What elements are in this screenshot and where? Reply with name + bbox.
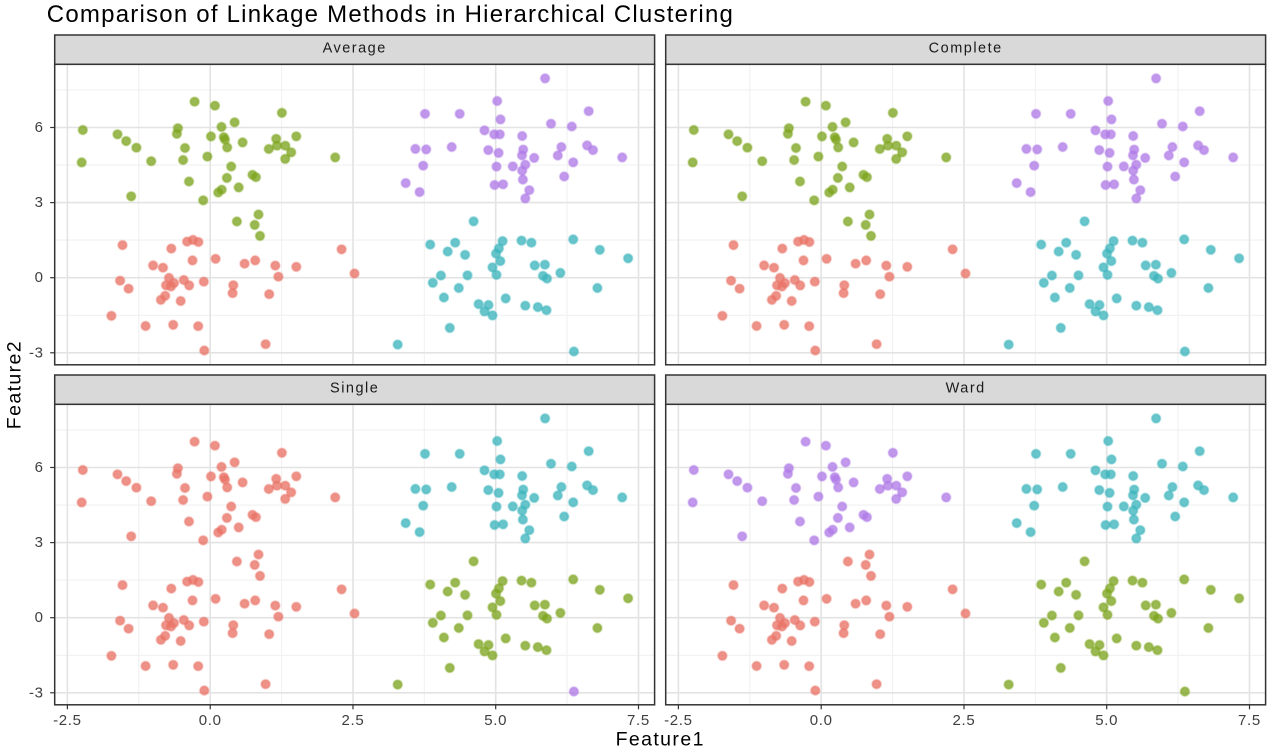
svg-text:0: 0 (35, 269, 44, 286)
svg-text:5.0: 5.0 (484, 712, 507, 729)
svg-text:7.5: 7.5 (1238, 712, 1261, 729)
svg-text:3: 3 (35, 534, 44, 551)
svg-text:-2.5: -2.5 (53, 712, 82, 729)
svg-text:7.5: 7.5 (627, 712, 650, 729)
svg-text:3: 3 (35, 194, 44, 211)
svg-text:6: 6 (35, 119, 44, 136)
svg-text:Complete: Complete (929, 40, 1003, 56)
svg-text:6: 6 (35, 459, 44, 476)
svg-text:-3: -3 (29, 684, 44, 701)
svg-text:2.5: 2.5 (953, 712, 976, 729)
svg-text:-2.5: -2.5 (664, 712, 693, 729)
svg-text:Feature1: Feature1 (616, 729, 705, 751)
svg-text:0: 0 (35, 609, 44, 626)
svg-text:Single: Single (330, 380, 379, 396)
svg-text:Average: Average (323, 40, 387, 56)
svg-text:Feature2: Feature2 (4, 340, 26, 429)
svg-text:0.0: 0.0 (199, 712, 222, 729)
svg-text:Comparison of Linkage Methods: Comparison of Linkage Methods in Hierarc… (47, 1, 734, 28)
svg-text:5.0: 5.0 (1095, 712, 1118, 729)
svg-text:2.5: 2.5 (342, 712, 365, 729)
svg-text:0.0: 0.0 (810, 712, 833, 729)
svg-text:-3: -3 (29, 344, 44, 361)
svg-text:Ward: Ward (946, 380, 986, 396)
